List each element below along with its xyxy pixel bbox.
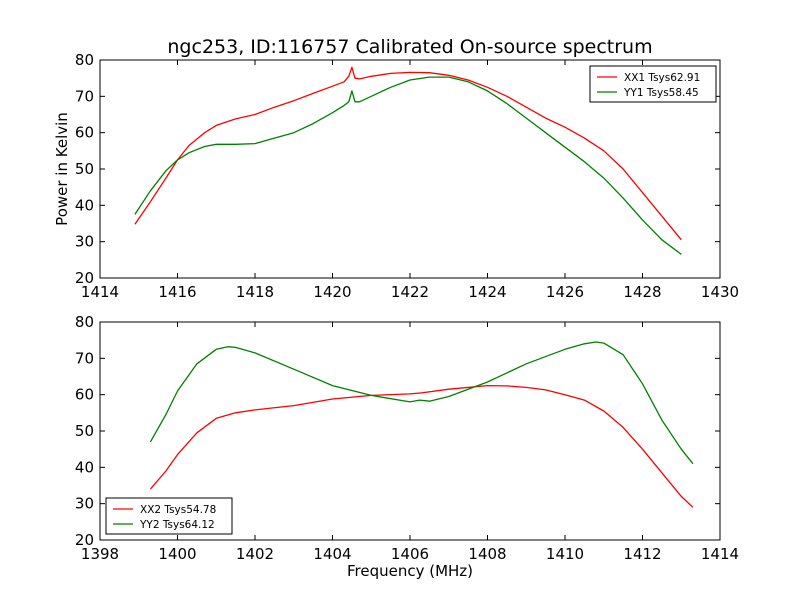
- top-y-tick-label: 20: [75, 269, 94, 287]
- bottom-x-tick-label: 1400: [158, 545, 196, 563]
- top-y-tick-label: 70: [75, 87, 94, 105]
- top-legend-label: XX1 Tsys62.91: [624, 72, 700, 84]
- top-axes: 1414 1416 1418 1420 1422 1424 1426 1428 1430 20 30…: [75, 51, 739, 301]
- bottom-x-tick-label: 1408: [468, 545, 506, 563]
- top-x-tick-label: 1420: [313, 283, 351, 301]
- chart-title: ngc253, ID:116757 Calibrated On-source s…: [167, 36, 652, 58]
- x-axis-label: Frequency (MHz): [347, 562, 473, 580]
- bottom-legend-label: XX2 Tsys54.78: [140, 504, 216, 516]
- top-x-tick-label: 1418: [236, 283, 274, 301]
- bottom-x-tick-label: 1412: [623, 545, 661, 563]
- bottom-x-tick-label: 1402: [236, 545, 274, 563]
- top-y-tick-label: 80: [75, 51, 94, 69]
- bottom-axes: 1398 1400 1402 1404 1406 1408 1410 1412 1414 20 30…: [75, 313, 739, 563]
- top-y-tick-label: 30: [75, 233, 94, 251]
- bottom-series-line-1: [149, 384, 694, 508]
- bottom-legend-label: YY2 Tsys64.12: [139, 519, 215, 531]
- bottom-y-tick-label: 70: [75, 349, 94, 367]
- bottom-y-tick-label: 50: [75, 422, 94, 440]
- bottom-legend: XX2 Tsys54.78 YY2 Tsys64.12: [105, 497, 233, 535]
- y-axis-label: Power in Kelvin: [53, 112, 71, 226]
- bottom-y-tick-label: 40: [75, 458, 94, 476]
- bottom-x-tick-label: 1414: [701, 545, 739, 563]
- top-y-tick-label: 40: [75, 196, 94, 214]
- top-x-tick-label: 1422: [391, 283, 429, 301]
- top-series-line-1: [134, 66, 682, 241]
- bottom-legend-box: [105, 497, 233, 535]
- top-legend-box: [589, 65, 717, 103]
- bottom-x-tick-label: 1404: [313, 545, 351, 563]
- bottom-y-tick-label: 60: [75, 386, 94, 404]
- top-x-tick-label: 1416: [158, 283, 196, 301]
- bottom-y-tick-label: 20: [75, 531, 94, 549]
- bottom-y-tick-label: 80: [75, 313, 94, 331]
- bottom-series-line-2: [149, 341, 694, 465]
- bottom-x-tick-label: 1410: [546, 545, 584, 563]
- top-legend: XX1 Tsys62.91 YY1 Tsys58.45: [589, 65, 717, 103]
- top-x-tick-label: 1426: [546, 283, 584, 301]
- top-legend-label: YY1 Tsys58.45: [623, 87, 699, 99]
- bottom-x-tick-label: 1398: [81, 545, 119, 563]
- top-y-tick-label: 50: [75, 160, 94, 178]
- top-x-tick-label: 1414: [81, 283, 119, 301]
- top-x-tick-label: 1428: [623, 283, 661, 301]
- top-x-tick-label: 1424: [468, 283, 506, 301]
- bottom-x-tick-label: 1406: [391, 545, 429, 563]
- top-series-line-2: [134, 76, 682, 255]
- top-x-tick-label: 1430: [701, 283, 739, 301]
- bottom-y-tick-label: 30: [75, 495, 94, 513]
- top-y-tick-label: 60: [75, 124, 94, 142]
